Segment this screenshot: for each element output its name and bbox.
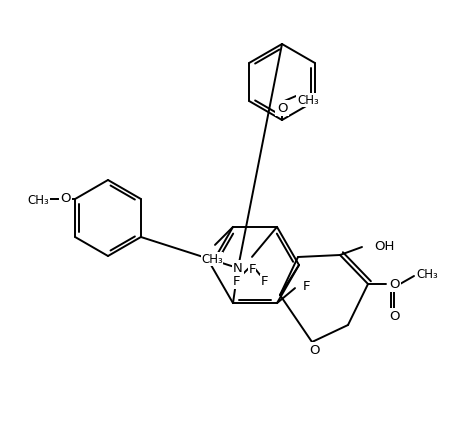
- Text: N: N: [233, 262, 243, 275]
- Text: F: F: [233, 275, 241, 288]
- Text: CH₃: CH₃: [297, 93, 319, 107]
- Text: O: O: [309, 343, 319, 356]
- Text: F: F: [260, 275, 268, 288]
- Text: F: F: [248, 263, 256, 276]
- Text: O: O: [389, 309, 399, 323]
- Text: CH₃: CH₃: [201, 253, 223, 266]
- Text: O: O: [389, 277, 399, 290]
- Text: CH₃: CH₃: [27, 194, 49, 207]
- Text: F: F: [303, 280, 311, 292]
- Text: O: O: [277, 102, 287, 114]
- Text: OH: OH: [374, 241, 394, 254]
- Text: CH₃: CH₃: [416, 267, 438, 280]
- Text: O: O: [60, 193, 71, 206]
